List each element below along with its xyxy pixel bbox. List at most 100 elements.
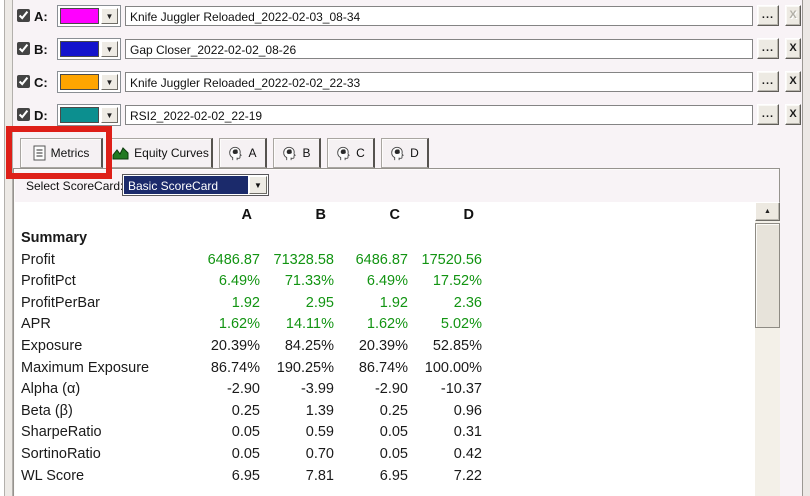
metrics-tab-page: Select ScoreCard: Basic ScoreCard ▼ A B C D… <box>13 168 780 496</box>
strategy-head-icon <box>336 146 351 161</box>
scorecard-row: Select ScoreCard: Basic ScoreCard ▼ <box>14 169 779 202</box>
strategy-color-swatch <box>60 107 99 123</box>
table-row: WL Score 6.95 7.81 6.95 7.22 <box>15 466 755 488</box>
metric-value: -10.37 <box>440 381 482 398</box>
metric-value: 2.36 <box>453 294 482 311</box>
metric-value: 100.00% <box>424 359 482 376</box>
metric-value: 0.59 <box>305 424 334 441</box>
tab-label: Metrics <box>50 146 90 160</box>
metric-value: -3.99 <box>300 381 334 398</box>
strategy-enabled-checkbox[interactable] <box>17 108 30 121</box>
clear-strategy-button[interactable]: X <box>785 5 801 26</box>
table-row: ProfitPct 6.49% 71.33% 6.49% 17.52% <box>15 271 755 293</box>
tab-equity-curves[interactable]: Equity Curves <box>109 138 213 168</box>
clear-strategy-button[interactable]: X <box>785 71 801 92</box>
metric-value: 6.95 <box>231 467 260 484</box>
table-row: Profit 6486.87 71328.58 6486.87 17520.56 <box>15 250 755 272</box>
strategy-color-dropdown[interactable]: ▼ <box>57 38 121 60</box>
metric-value: 0.42 <box>453 445 482 462</box>
metric-value: 0.05 <box>379 424 408 441</box>
metric-value: 0.05 <box>379 445 408 462</box>
browse-strategy-button[interactable]: ... <box>757 38 779 59</box>
table-row: SortinoRatio 0.05 0.70 0.05 0.42 <box>15 444 755 466</box>
metric-value: 0.25 <box>379 402 408 419</box>
metric-label: Alpha (α) <box>21 381 81 398</box>
left-splitter[interactable] <box>4 0 13 496</box>
metric-value: 5.02% <box>440 316 482 333</box>
table-row: Exposure 20.39% 84.25% 20.39% 52.85% <box>15 336 755 358</box>
strategy-head-icon <box>228 146 243 161</box>
tab-metrics[interactable]: Metrics <box>20 138 103 168</box>
metric-label: SharpeRatio <box>21 424 102 441</box>
metric-value: 71.33% <box>284 273 334 290</box>
column-header: D <box>463 207 474 223</box>
strategy-name-input[interactable] <box>125 6 753 26</box>
metrics-table-body: Summary Profit 6486.87 71328.58 6486.87 17520… <box>15 228 755 487</box>
chevron-down-icon[interactable]: ▼ <box>101 107 118 123</box>
metric-value: 1.92 <box>231 294 260 311</box>
table-row: Alpha (α) -2.90 -3.99 -2.90 -10.37 <box>15 379 755 401</box>
metric-label: ProfitPerBar <box>21 294 100 311</box>
tab-b[interactable]: B <box>273 138 321 168</box>
scrollbar-thumb[interactable] <box>755 223 780 328</box>
metric-value: 52.85% <box>432 337 482 354</box>
table-row: ProfitPerBar 1.92 2.95 1.92 2.36 <box>15 293 755 315</box>
metric-value: 6.49% <box>366 273 408 290</box>
tab-c[interactable]: C <box>327 138 375 168</box>
metric-value: 0.96 <box>453 402 482 419</box>
equity-curves-chart-icon <box>112 146 129 160</box>
strategy-name-input[interactable] <box>125 105 753 125</box>
metric-value: 7.22 <box>453 467 482 484</box>
strategy-label: B: <box>34 42 48 57</box>
window-right-edge <box>802 0 810 496</box>
strategy-enabled-checkbox[interactable] <box>17 9 30 22</box>
tab-d[interactable]: D <box>381 138 429 168</box>
strategy-color-dropdown[interactable]: ▼ <box>57 71 121 93</box>
metric-value: 20.39% <box>358 337 408 354</box>
browse-strategy-button[interactable]: ... <box>757 71 779 92</box>
metric-value: 2.95 <box>305 294 334 311</box>
tab-label: C <box>356 146 365 160</box>
chevron-down-icon[interactable]: ▼ <box>101 74 118 90</box>
scorecard-select[interactable]: Basic ScoreCard ▼ <box>122 174 269 196</box>
scroll-up-icon[interactable]: ▲ <box>755 202 780 221</box>
metric-value: -2.90 <box>374 381 408 398</box>
strategy-enabled-checkbox[interactable] <box>17 42 30 55</box>
strategy-head-icon <box>390 146 405 161</box>
strategy-enabled-checkbox[interactable] <box>17 75 30 88</box>
metric-label: APR <box>21 316 51 333</box>
metric-value: 1.62% <box>218 316 260 333</box>
scorecard-selected-value: Basic ScoreCard <box>124 176 248 194</box>
browse-strategy-button[interactable]: ... <box>757 104 779 125</box>
metric-value: 7.81 <box>305 467 334 484</box>
metric-value: 6486.87 <box>207 251 260 268</box>
clear-strategy-button[interactable]: X <box>785 104 801 125</box>
metric-value: 1.62% <box>366 316 408 333</box>
strategy-row: D: ▼ ... X <box>0 104 802 126</box>
metric-value: 14.11% <box>285 316 334 333</box>
clear-strategy-button[interactable]: X <box>785 38 801 59</box>
tab-label: Equity Curves <box>134 146 209 160</box>
tab-bar: Metrics Equity Curves A B C D <box>20 138 429 168</box>
strategy-name-input[interactable] <box>125 72 753 92</box>
chevron-down-icon[interactable]: ▼ <box>101 8 118 24</box>
corner-cell <box>15 202 188 228</box>
metric-value: 0.05 <box>231 424 260 441</box>
metric-label: ProfitPct <box>21 273 76 290</box>
chevron-down-icon[interactable]: ▼ <box>101 41 118 57</box>
strategy-label: A: <box>34 9 48 24</box>
strategy-color-dropdown[interactable]: ▼ <box>57 5 121 27</box>
metric-value: 84.25% <box>284 337 334 354</box>
strategy-name-input[interactable] <box>125 39 753 59</box>
metric-label: Exposure <box>21 337 83 354</box>
tab-a[interactable]: A <box>219 138 267 168</box>
strategy-head-icon <box>282 146 297 161</box>
strategy-color-dropdown[interactable]: ▼ <box>57 104 121 126</box>
metric-value: 0.05 <box>231 445 260 462</box>
vertical-scrollbar[interactable]: ▲ <box>755 202 780 496</box>
metric-value: -2.90 <box>226 381 260 398</box>
metric-value: 71328.58 <box>273 251 334 268</box>
browse-strategy-button[interactable]: ... <box>757 5 779 26</box>
metric-value: 1.39 <box>305 402 334 419</box>
chevron-down-icon[interactable]: ▼ <box>249 176 267 194</box>
